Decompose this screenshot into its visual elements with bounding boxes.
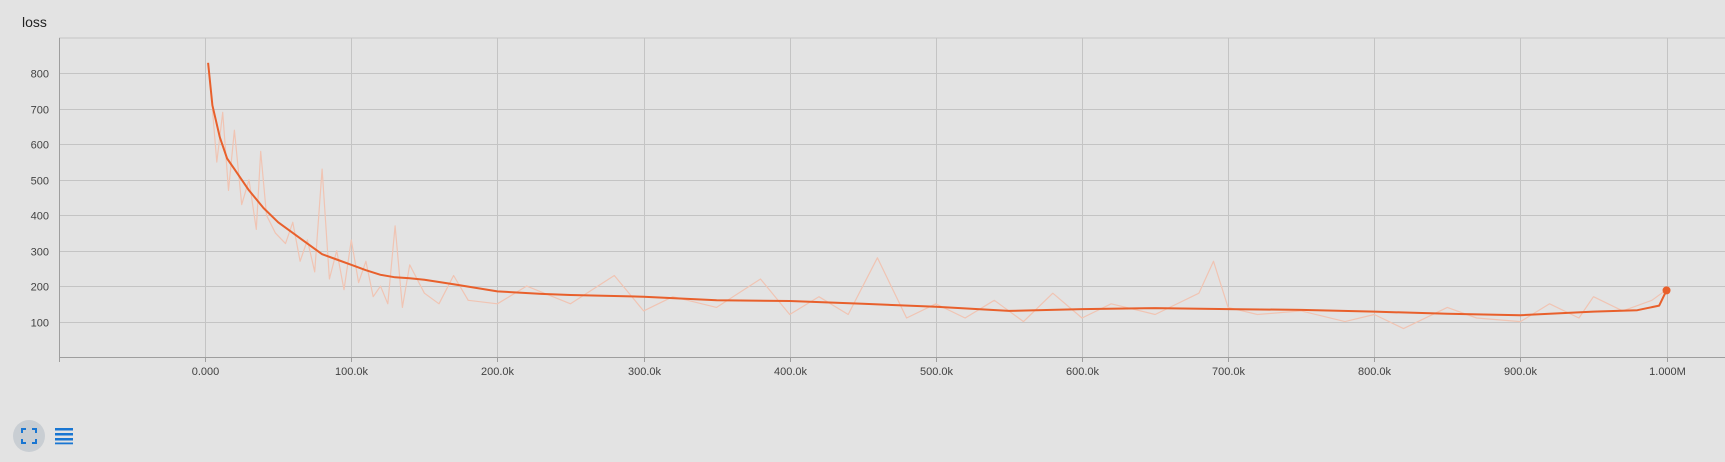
chart-title: loss [22,14,47,30]
y-tick-label: 400 [31,211,49,223]
chart-tick-labels: 100 200 300 400 500 600 700 800 0.000 100.0k 200.0… [31,69,1686,379]
smoothed-loss-line [207,62,1668,317]
x-tick-label: 700.0k [1212,366,1246,378]
y-tick-label: 200 [31,282,49,294]
x-tick-label: 100.0k [335,366,369,378]
y-tick-label: 500 [31,176,49,188]
expand-chart-button[interactable] [13,420,45,452]
x-tick-label: 200.0k [481,366,515,378]
x-tick-label: 0.000 [192,366,220,378]
x-tick-label: 500.0k [920,366,954,378]
x-tick-label: 800.0k [1358,366,1392,378]
x-tick-label: 400.0k [774,366,808,378]
toggle-data-button[interactable] [48,420,80,452]
fullscreen-icon [21,428,37,444]
x-tick-label: 900.0k [1504,366,1538,378]
x-tick-label: 1.000M [1649,366,1686,378]
last-point-marker [1662,286,1671,295]
x-tick-label: 300.0k [628,366,662,378]
y-tick-label: 300 [31,247,49,259]
y-tick-label: 600 [31,140,49,152]
list-icon [55,428,73,445]
y-tick-label: 100 [31,318,49,330]
y-tick-label: 700 [31,105,49,117]
x-tick-label: 600.0k [1066,366,1100,378]
chart-grid [59,37,1725,357]
raw-loss-line [211,108,1667,330]
chart-axes [59,38,1725,362]
chart-series [207,62,1671,330]
y-tick-label: 800 [31,69,49,81]
